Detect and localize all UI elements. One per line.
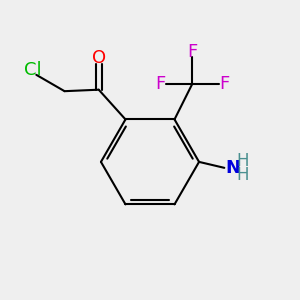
Text: F: F	[187, 43, 197, 61]
Text: Cl: Cl	[24, 61, 42, 79]
Text: N: N	[226, 159, 241, 177]
Text: H: H	[237, 166, 249, 184]
Text: F: F	[219, 75, 230, 93]
Text: F: F	[155, 75, 165, 93]
Text: H: H	[237, 152, 249, 170]
Text: O: O	[92, 49, 106, 67]
